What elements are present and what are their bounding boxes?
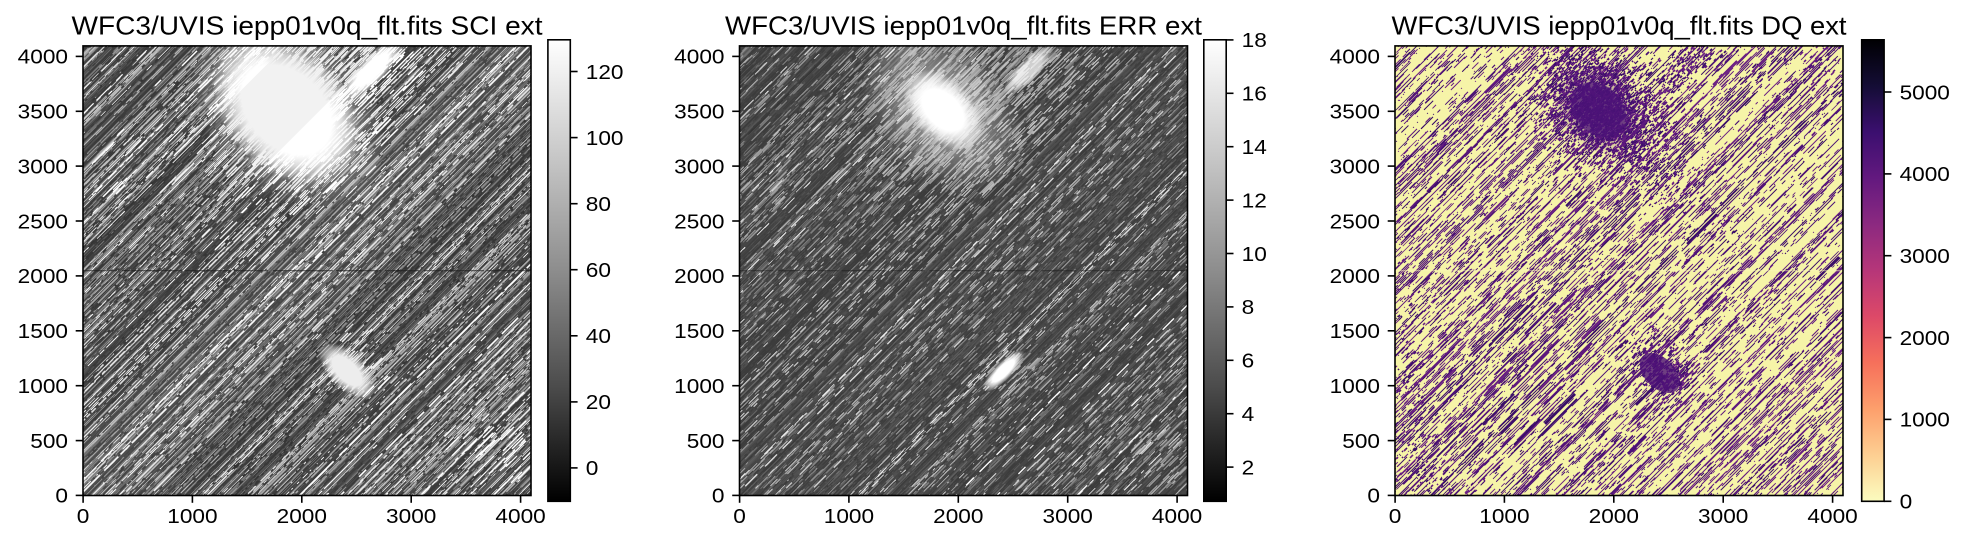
svg-text:0: 0 (1389, 506, 1402, 528)
svg-text:3000: 3000 (18, 156, 68, 178)
svg-text:3000: 3000 (386, 506, 436, 528)
svg-text:0: 0 (77, 506, 90, 528)
svg-text:0: 0 (586, 458, 599, 480)
svg-text:20: 20 (586, 392, 611, 414)
svg-text:2000: 2000 (1330, 266, 1380, 288)
svg-text:2000: 2000 (674, 266, 724, 288)
svg-text:4000: 4000 (18, 47, 68, 69)
svg-text:2000: 2000 (277, 506, 327, 528)
svg-text:0: 0 (733, 506, 746, 528)
svg-text:WFC3/UVIS iepp01v0q_flt.fits S: WFC3/UVIS iepp01v0q_flt.fits SCI ext (72, 10, 544, 40)
svg-text:WFC3/UVIS iepp01v0q_flt.fits D: WFC3/UVIS iepp01v0q_flt.fits DQ ext (1392, 10, 1848, 40)
svg-text:4000: 4000 (1152, 506, 1202, 528)
svg-text:10: 10 (1242, 244, 1267, 266)
svg-text:3500: 3500 (674, 102, 724, 124)
svg-text:1000: 1000 (167, 506, 217, 528)
svg-text:1000: 1000 (1330, 376, 1380, 398)
svg-text:0: 0 (55, 486, 68, 508)
svg-text:4000: 4000 (1807, 506, 1857, 528)
svg-text:1500: 1500 (1330, 321, 1380, 343)
svg-text:3000: 3000 (1698, 506, 1748, 528)
svg-text:1000: 1000 (1900, 410, 1950, 432)
svg-text:0: 0 (1900, 492, 1913, 514)
svg-text:500: 500 (687, 431, 725, 453)
svg-text:1000: 1000 (824, 506, 874, 528)
svg-text:3000: 3000 (1043, 506, 1093, 528)
svg-text:500: 500 (30, 431, 68, 453)
svg-text:2000: 2000 (933, 506, 983, 528)
svg-text:6: 6 (1242, 351, 1255, 373)
svg-text:3500: 3500 (18, 102, 68, 124)
svg-text:100: 100 (586, 128, 624, 150)
svg-text:60: 60 (586, 260, 611, 282)
svg-text:80: 80 (586, 194, 611, 216)
svg-text:0: 0 (712, 486, 725, 508)
svg-text:4000: 4000 (495, 506, 545, 528)
svg-text:3000: 3000 (1330, 156, 1380, 178)
svg-text:3500: 3500 (1330, 102, 1380, 124)
svg-text:4: 4 (1242, 404, 1255, 426)
svg-text:2500: 2500 (18, 211, 68, 233)
svg-text:8: 8 (1242, 297, 1255, 319)
svg-text:2: 2 (1242, 457, 1255, 479)
svg-text:4000: 4000 (1900, 164, 1950, 186)
svg-text:18: 18 (1242, 30, 1267, 52)
svg-text:4000: 4000 (674, 47, 724, 69)
svg-text:1500: 1500 (18, 321, 68, 343)
svg-text:3000: 3000 (674, 156, 724, 178)
svg-text:1500: 1500 (674, 321, 724, 343)
svg-text:120: 120 (586, 62, 624, 84)
svg-text:WFC3/UVIS iepp01v0q_flt.fits E: WFC3/UVIS iepp01v0q_flt.fits ERR ext (725, 10, 1203, 40)
svg-text:12: 12 (1242, 190, 1267, 212)
svg-text:1000: 1000 (18, 376, 68, 398)
svg-text:3000: 3000 (1900, 246, 1950, 268)
svg-text:14: 14 (1242, 137, 1267, 159)
svg-text:5000: 5000 (1900, 82, 1950, 104)
svg-text:2000: 2000 (1589, 506, 1639, 528)
svg-text:500: 500 (1342, 431, 1380, 453)
svg-text:2000: 2000 (18, 266, 68, 288)
svg-text:1000: 1000 (674, 376, 724, 398)
svg-text:2000: 2000 (1900, 328, 1950, 350)
svg-text:2500: 2500 (674, 211, 724, 233)
svg-text:2500: 2500 (1330, 211, 1380, 233)
svg-text:16: 16 (1242, 84, 1267, 106)
svg-text:0: 0 (1367, 486, 1380, 508)
svg-text:4000: 4000 (1330, 47, 1380, 69)
svg-text:1000: 1000 (1479, 506, 1529, 528)
svg-text:40: 40 (586, 326, 611, 348)
